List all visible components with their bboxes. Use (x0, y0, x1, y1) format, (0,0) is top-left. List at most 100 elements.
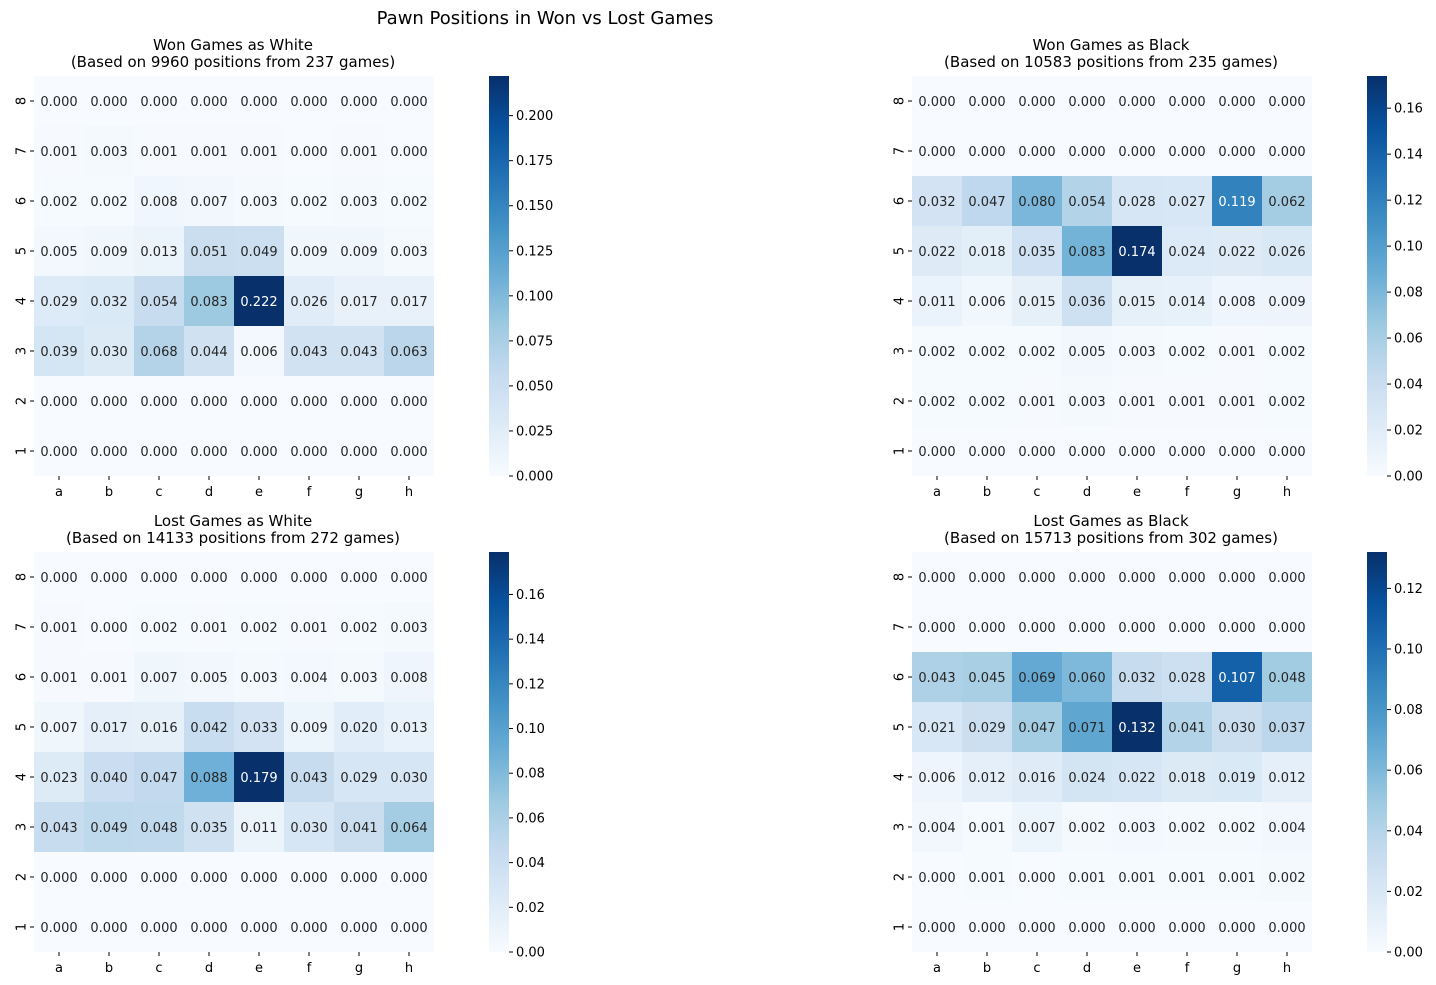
heatmap-cell (384, 602, 434, 652)
heatmap-cell (1012, 376, 1062, 426)
cell-value: 0.019 (1218, 771, 1255, 786)
heatmap-cell (1212, 276, 1262, 326)
colorbar-tick-label: 0.06 (1394, 764, 1423, 779)
heatmap-panel-3: Lost Games as White (Based on 14133 posit… (15, 512, 545, 976)
cell-value: 0.000 (190, 871, 227, 886)
cell-value: 0.080 (1018, 195, 1055, 210)
heatmap-cell (234, 126, 284, 176)
cell-value: 0.045 (968, 671, 1005, 686)
heatmap-cell (1162, 276, 1212, 326)
heatmap-cell (1162, 702, 1212, 752)
y-tick-label: 6 (15, 673, 30, 681)
heatmap-cell (1262, 326, 1312, 376)
heatmap-cell (912, 376, 962, 426)
heatmap-cell (184, 902, 234, 952)
cell-value: 0.000 (140, 445, 177, 460)
heatmap-cell (284, 426, 334, 476)
heatmap-cell (1062, 902, 1112, 952)
cell-value: 0.000 (1218, 921, 1255, 936)
colorbar-tick-label: 0.000 (516, 470, 553, 485)
cell-value: 0.000 (340, 395, 377, 410)
y-tick-label: 2 (893, 873, 908, 881)
heatmap-cell (84, 752, 134, 802)
heatmap-cell (1212, 76, 1262, 126)
cell-value: 0.000 (1118, 145, 1155, 160)
cell-value: 0.003 (1068, 395, 1105, 410)
x-tick-label: b (105, 485, 113, 500)
heatmap-cell (1212, 176, 1262, 226)
heatmap-cell (284, 702, 334, 752)
cell-value: 0.000 (1118, 95, 1155, 110)
x-tick-label: h (405, 485, 413, 500)
heatmap-cell (284, 276, 334, 326)
y-tick-label: 7 (893, 623, 908, 631)
cell-value: 0.002 (1068, 821, 1105, 836)
heatmap-cell (1062, 126, 1112, 176)
heatmap-cell (1012, 752, 1062, 802)
colorbar-tick-label: 0.14 (516, 633, 545, 648)
cell-value: 0.002 (1218, 821, 1255, 836)
cell-value: 0.039 (40, 345, 77, 360)
cell-value: 0.043 (340, 345, 377, 360)
heatmap-cell (1262, 426, 1312, 476)
cell-value: 0.011 (918, 295, 955, 310)
colorbar-tick-label: 0.08 (516, 767, 545, 782)
cell-value: 0.000 (1018, 445, 1055, 460)
heatmap-cell (34, 902, 84, 952)
cell-value: 0.032 (1118, 671, 1155, 686)
cell-value: 0.017 (90, 721, 127, 736)
cell-value: 0.000 (1068, 445, 1105, 460)
cell-value: 0.000 (1168, 145, 1205, 160)
heatmap-cell (384, 126, 434, 176)
panel-title-line: Lost Games as White (154, 512, 312, 530)
cell-value: 0.007 (190, 195, 227, 210)
cell-value: 0.000 (140, 921, 177, 936)
colorbar-tick-label: 0.125 (516, 244, 553, 259)
y-tick-label: 6 (893, 673, 908, 681)
cell-value: 0.000 (1168, 445, 1205, 460)
colorbar (489, 552, 509, 952)
cell-value: 0.000 (90, 95, 127, 110)
cell-value: 0.005 (40, 245, 77, 260)
cell-value: 0.000 (968, 95, 1005, 110)
cell-value: 0.051 (190, 245, 227, 260)
cell-value: 0.048 (1268, 671, 1305, 686)
heatmap-cell (912, 602, 962, 652)
colorbar-tick-label: 0.08 (1394, 703, 1423, 718)
y-tick-label: 8 (15, 573, 30, 581)
cell-value: 0.011 (240, 821, 277, 836)
cell-value: 0.017 (390, 295, 427, 310)
heatmap-cell (234, 376, 284, 426)
cell-value: 0.060 (1068, 671, 1105, 686)
x-tick-label: b (983, 485, 991, 500)
heatmap-cell (134, 552, 184, 602)
heatmap-cell (962, 126, 1012, 176)
heatmap-cell (962, 176, 1012, 226)
cell-value: 0.000 (1268, 621, 1305, 636)
colorbar-tick-label: 0.02 (516, 901, 545, 916)
x-tick-label: e (255, 485, 263, 500)
cell-value: 0.006 (968, 295, 1005, 310)
cell-value: 0.000 (390, 571, 427, 586)
heatmap-cell (334, 326, 384, 376)
cell-value: 0.048 (140, 821, 177, 836)
heatmap-cell (84, 226, 134, 276)
cell-value: 0.002 (1168, 345, 1205, 360)
heatmap-cell (384, 852, 434, 902)
heatmap-cell (1212, 552, 1262, 602)
heatmap-cell (384, 76, 434, 126)
heatmap-cell (1212, 652, 1262, 702)
heatmap-cell (334, 376, 384, 426)
heatmap-cell (334, 702, 384, 752)
panel-title-line: Won Games as White (153, 36, 313, 54)
cell-value: 0.013 (140, 245, 177, 260)
heatmap-cell (34, 702, 84, 752)
heatmap-cell (1112, 552, 1162, 602)
heatmap-cell (1212, 802, 1262, 852)
heatmap-cell (1062, 376, 1112, 426)
cell-value: 0.000 (1168, 95, 1205, 110)
cell-value: 0.000 (290, 445, 327, 460)
heatmap-cell (1062, 852, 1112, 902)
panel-title: Won Games as White (Based on 9960 positio… (71, 36, 395, 71)
heatmap-cell (1062, 276, 1112, 326)
